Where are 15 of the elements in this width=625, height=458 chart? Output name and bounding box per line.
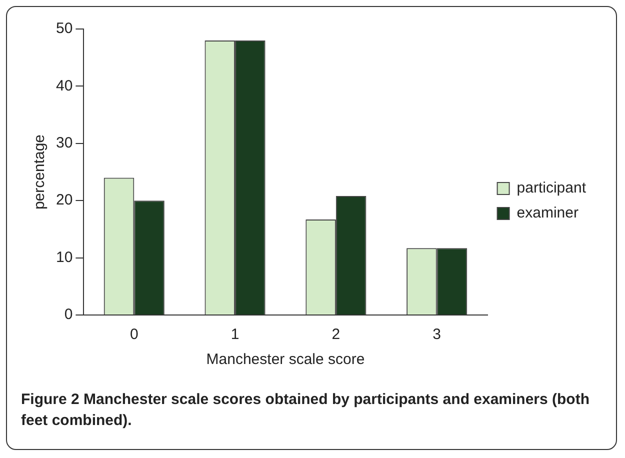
legend-label: examiner xyxy=(516,204,578,222)
x-tick-label: 0 xyxy=(130,326,138,344)
legend-label: participant xyxy=(516,180,587,197)
x-tick-label: 3 xyxy=(432,326,442,344)
y-tick-label: 10 xyxy=(56,248,73,266)
x-tick-label: 2 xyxy=(332,326,340,344)
caption: Figure 2 Manchester scale scores obtained by participants and examiners (both feet combined). xyxy=(21,390,591,431)
y-axis-title: percentage xyxy=(31,134,48,210)
y-tick-label: 0 xyxy=(64,306,73,324)
y-tick-label: 30 xyxy=(56,134,73,152)
y-tick-label: 50 xyxy=(56,20,73,38)
y-tick-label: 20 xyxy=(56,192,73,209)
x-tick-label: 1 xyxy=(230,326,240,344)
y-tick-label: 40 xyxy=(56,77,73,94)
x-axis-title: Manchester scale score xyxy=(206,351,365,368)
